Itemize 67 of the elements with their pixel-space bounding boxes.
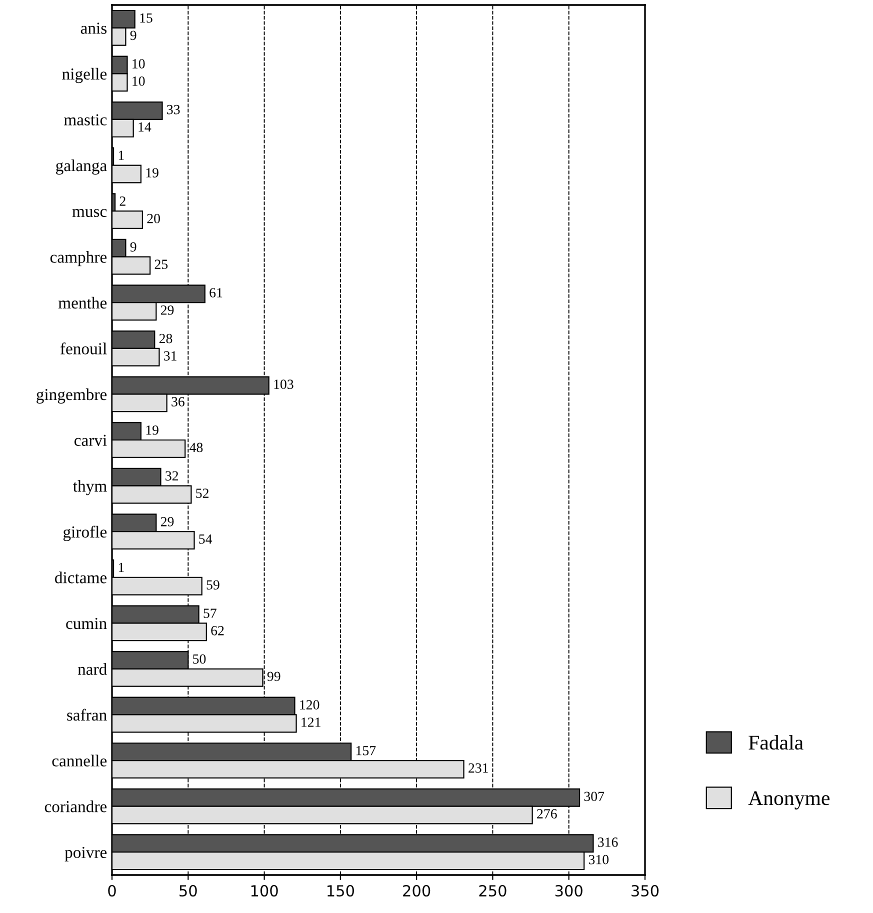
x-tick-label: 250	[479, 884, 506, 897]
data-label: 52	[196, 488, 208, 498]
data-label: 99	[267, 672, 280, 682]
data-label: 9	[130, 242, 136, 252]
y-tick-label: musc	[72, 208, 107, 217]
y-tick-label: nard	[78, 663, 107, 675]
data-label: 29	[160, 517, 174, 526]
y-tick-label: girofle	[63, 526, 107, 542]
x-tick-label: 200	[403, 884, 430, 897]
data-label: 15	[140, 13, 152, 23]
data-label: 310	[588, 854, 609, 864]
y-tick-label: poivre	[64, 846, 107, 862]
data-label: 54	[199, 534, 212, 544]
data-label: 10	[132, 59, 145, 68]
data-label: 9	[130, 30, 136, 40]
data-label: 307	[584, 792, 604, 802]
y-tick-label: safran	[67, 708, 107, 721]
y-tick-label: gingembre	[36, 388, 107, 404]
y-tick-label: menthe	[58, 296, 107, 309]
x-tick-label: 300	[555, 884, 582, 897]
data-label: 1	[118, 150, 124, 160]
data-label: 25	[154, 260, 168, 270]
y-tick-label: anis	[80, 22, 107, 34]
x-tick-label: 150	[328, 884, 354, 897]
y-tick-label: carvi	[74, 434, 107, 446]
y-tick-label: camphre	[50, 251, 107, 266]
data-label: 62	[211, 626, 224, 636]
y-tick-label: mastic	[64, 114, 107, 126]
data-label: 33	[167, 104, 180, 114]
data-label: 36	[172, 397, 184, 406]
data-label: 29	[160, 305, 174, 315]
x-tick-label: 100	[251, 884, 278, 897]
y-tick-label: cannelle	[52, 754, 107, 766]
data-label: 121	[302, 718, 320, 727]
data-label: 61	[210, 288, 222, 298]
y-tick-label: thym	[73, 480, 107, 496]
data-label: 103	[274, 380, 294, 389]
data-label: 50	[193, 654, 206, 664]
data-label: 316	[598, 838, 618, 847]
data-label: 20	[147, 214, 160, 224]
data-label: 31	[164, 351, 176, 361]
data-label: 231	[468, 763, 488, 773]
data-label: 19	[146, 168, 158, 178]
data-label: 276	[537, 809, 557, 818]
y-tick-label: fenouil	[60, 342, 107, 354]
legend-label: Anonyme	[748, 791, 830, 810]
data-label: 57	[204, 608, 216, 618]
x-tick-label: 0	[108, 884, 116, 897]
x-tick-label: 350	[632, 884, 659, 897]
y-tick-label: cumin	[66, 618, 107, 630]
data-label: 32	[166, 471, 178, 481]
data-label: 14	[138, 122, 152, 132]
x-tick-label: 50	[180, 884, 197, 897]
data-label: 120	[300, 700, 320, 710]
y-tick-label: nigelle	[62, 68, 107, 84]
legend-label: Fadala	[748, 735, 804, 750]
data-label: 48	[190, 442, 203, 452]
data-label: 28	[159, 334, 172, 344]
data-label: 10	[132, 76, 145, 86]
data-label: 19	[146, 425, 158, 435]
data-label: 2	[120, 196, 126, 206]
y-tick-label: dictame	[54, 572, 107, 584]
data-label: 157	[356, 746, 376, 756]
y-tick-label: galanga	[56, 159, 107, 175]
data-label: 59	[206, 580, 220, 590]
y-tick-label: coriandre	[44, 800, 107, 812]
data-label: 1	[118, 562, 124, 572]
